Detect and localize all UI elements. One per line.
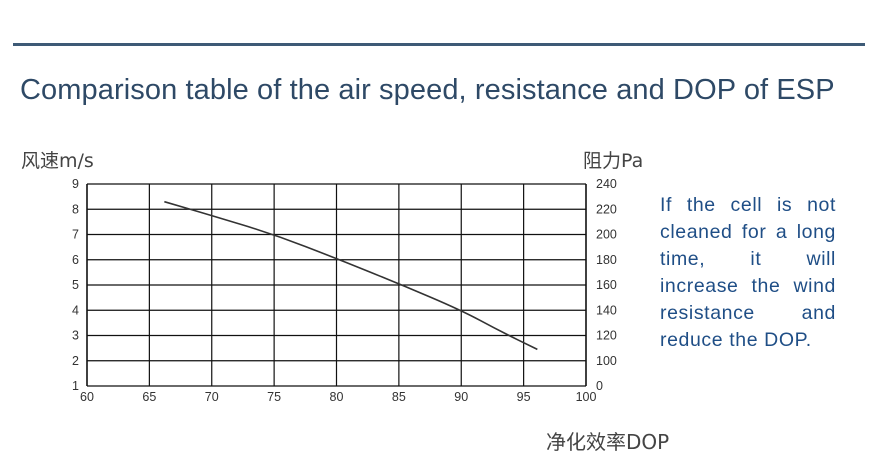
page-title: Comparison table of the air speed, resis… [20,74,835,106]
left-y-tick-label: 9 [72,177,79,191]
x-tick-label: 90 [454,390,468,404]
right-y-tick-label: 240 [596,177,617,191]
left-axis-title: 风速m/s [21,150,94,172]
left-y-tick-label: 1 [72,379,79,393]
x-tick-label: 60 [80,390,94,404]
x-tick-label: 100 [576,390,597,404]
left-y-tick-label: 8 [72,202,79,216]
data-line [164,200,538,351]
left-y-tick-label: 6 [72,253,79,267]
right-y-tick-label: 120 [596,329,617,343]
x-tick-label: 75 [267,390,281,404]
right-y-tick-label: 100 [596,354,617,368]
x-tick-label: 80 [330,390,344,404]
left-y-tick-label: 7 [72,228,79,242]
left-y-tick-label: 3 [72,329,79,343]
right-y-tick-label: 200 [596,228,617,242]
right-y-tick-label: 180 [596,253,617,267]
x-tick-label: 85 [392,390,406,404]
header-divider [13,43,865,46]
right-axis-title: 阻力Pa [583,150,644,172]
left-y-tick-label: 4 [72,303,79,317]
left-y-tick-label: 5 [72,278,79,292]
right-y-tick-label: 160 [596,278,617,292]
right-y-tick-label: 140 [596,303,617,317]
left-y-tick-label: 2 [72,354,79,368]
x-axis-title: 净化效率DOP [546,430,670,454]
x-tick-label: 65 [142,390,156,404]
right-y-tick-label: 0 [596,379,603,393]
x-tick-label: 95 [517,390,531,404]
right-y-tick-label: 220 [596,202,617,216]
description-text: If the cell is not cleaned for a long ti… [660,194,836,351]
x-tick-label: 70 [205,390,219,404]
